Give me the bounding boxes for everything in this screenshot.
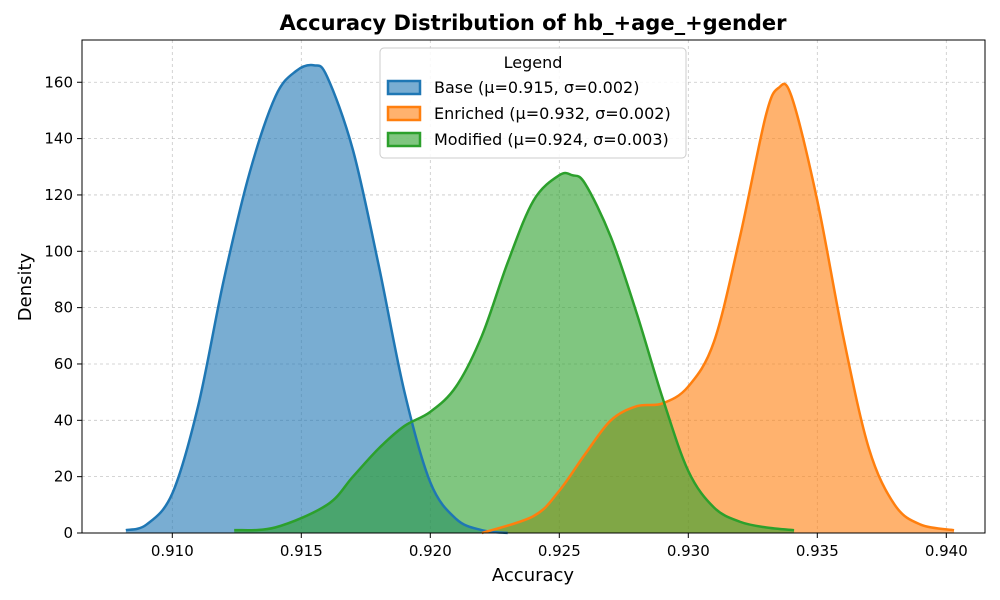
legend-swatch-0 [386, 79, 422, 96]
legend-label-1: Enriched (μ=0.932, σ=0.002) [434, 104, 671, 123]
series-line-0 [125, 63, 508, 535]
x-tick-label: 0.940 [925, 542, 968, 560]
y-tick-label: 20 [54, 468, 73, 486]
legend-box [379, 47, 687, 159]
legend-title: Legend [504, 53, 563, 72]
density-lines [125, 63, 955, 535]
y-tick-label: 160 [44, 73, 73, 91]
x-tick-label: 0.920 [409, 542, 452, 560]
y-tick-label: 100 [44, 242, 73, 260]
x-tick-label: 0.935 [796, 542, 839, 560]
y-tick-label: 120 [44, 186, 73, 204]
y-tick-label: 0 [63, 524, 73, 542]
series-area-2 [234, 172, 795, 533]
plot-frame [81, 39, 986, 534]
x-tick-label: 0.925 [538, 542, 581, 560]
y-axis-ticks: 0 20 40 60 80 100 120 140 160 [44, 73, 82, 542]
x-tick-label: 0.930 [667, 542, 710, 560]
y-tick-label: 80 [54, 299, 73, 317]
legend: Legend Base (μ=0.915, σ=0.002) Enriched (… [379, 47, 687, 159]
legend-swatch-1 [386, 105, 422, 122]
series-line-2 [234, 171, 795, 532]
density-areas [125, 65, 955, 534]
y-axis-label: Density [15, 252, 36, 321]
series-area-1 [481, 83, 955, 534]
x-axis-label: Accuracy [492, 565, 575, 586]
x-axis-ticks: 0.910 0.915 0.920 0.925 0.930 0.935 0.940 [151, 533, 968, 560]
chart-title: Accuracy Distribution of hb_+age_+gender [279, 11, 787, 35]
legend-swatch-2 [386, 131, 422, 148]
legend-label-2: Modified (μ=0.924, σ=0.003) [434, 130, 669, 149]
series-area-0 [125, 65, 508, 533]
x-tick-label: 0.915 [280, 542, 323, 560]
legend-items: Base (μ=0.915, σ=0.002) Enriched (μ=0.932… [386, 78, 671, 149]
y-tick-label: 140 [44, 130, 73, 148]
x-tick-label: 0.910 [151, 542, 194, 560]
y-tick-label: 60 [54, 355, 73, 373]
legend-label-0: Base (μ=0.915, σ=0.002) [434, 78, 639, 97]
series-line-1 [481, 82, 955, 535]
y-tick-label: 40 [54, 411, 73, 429]
